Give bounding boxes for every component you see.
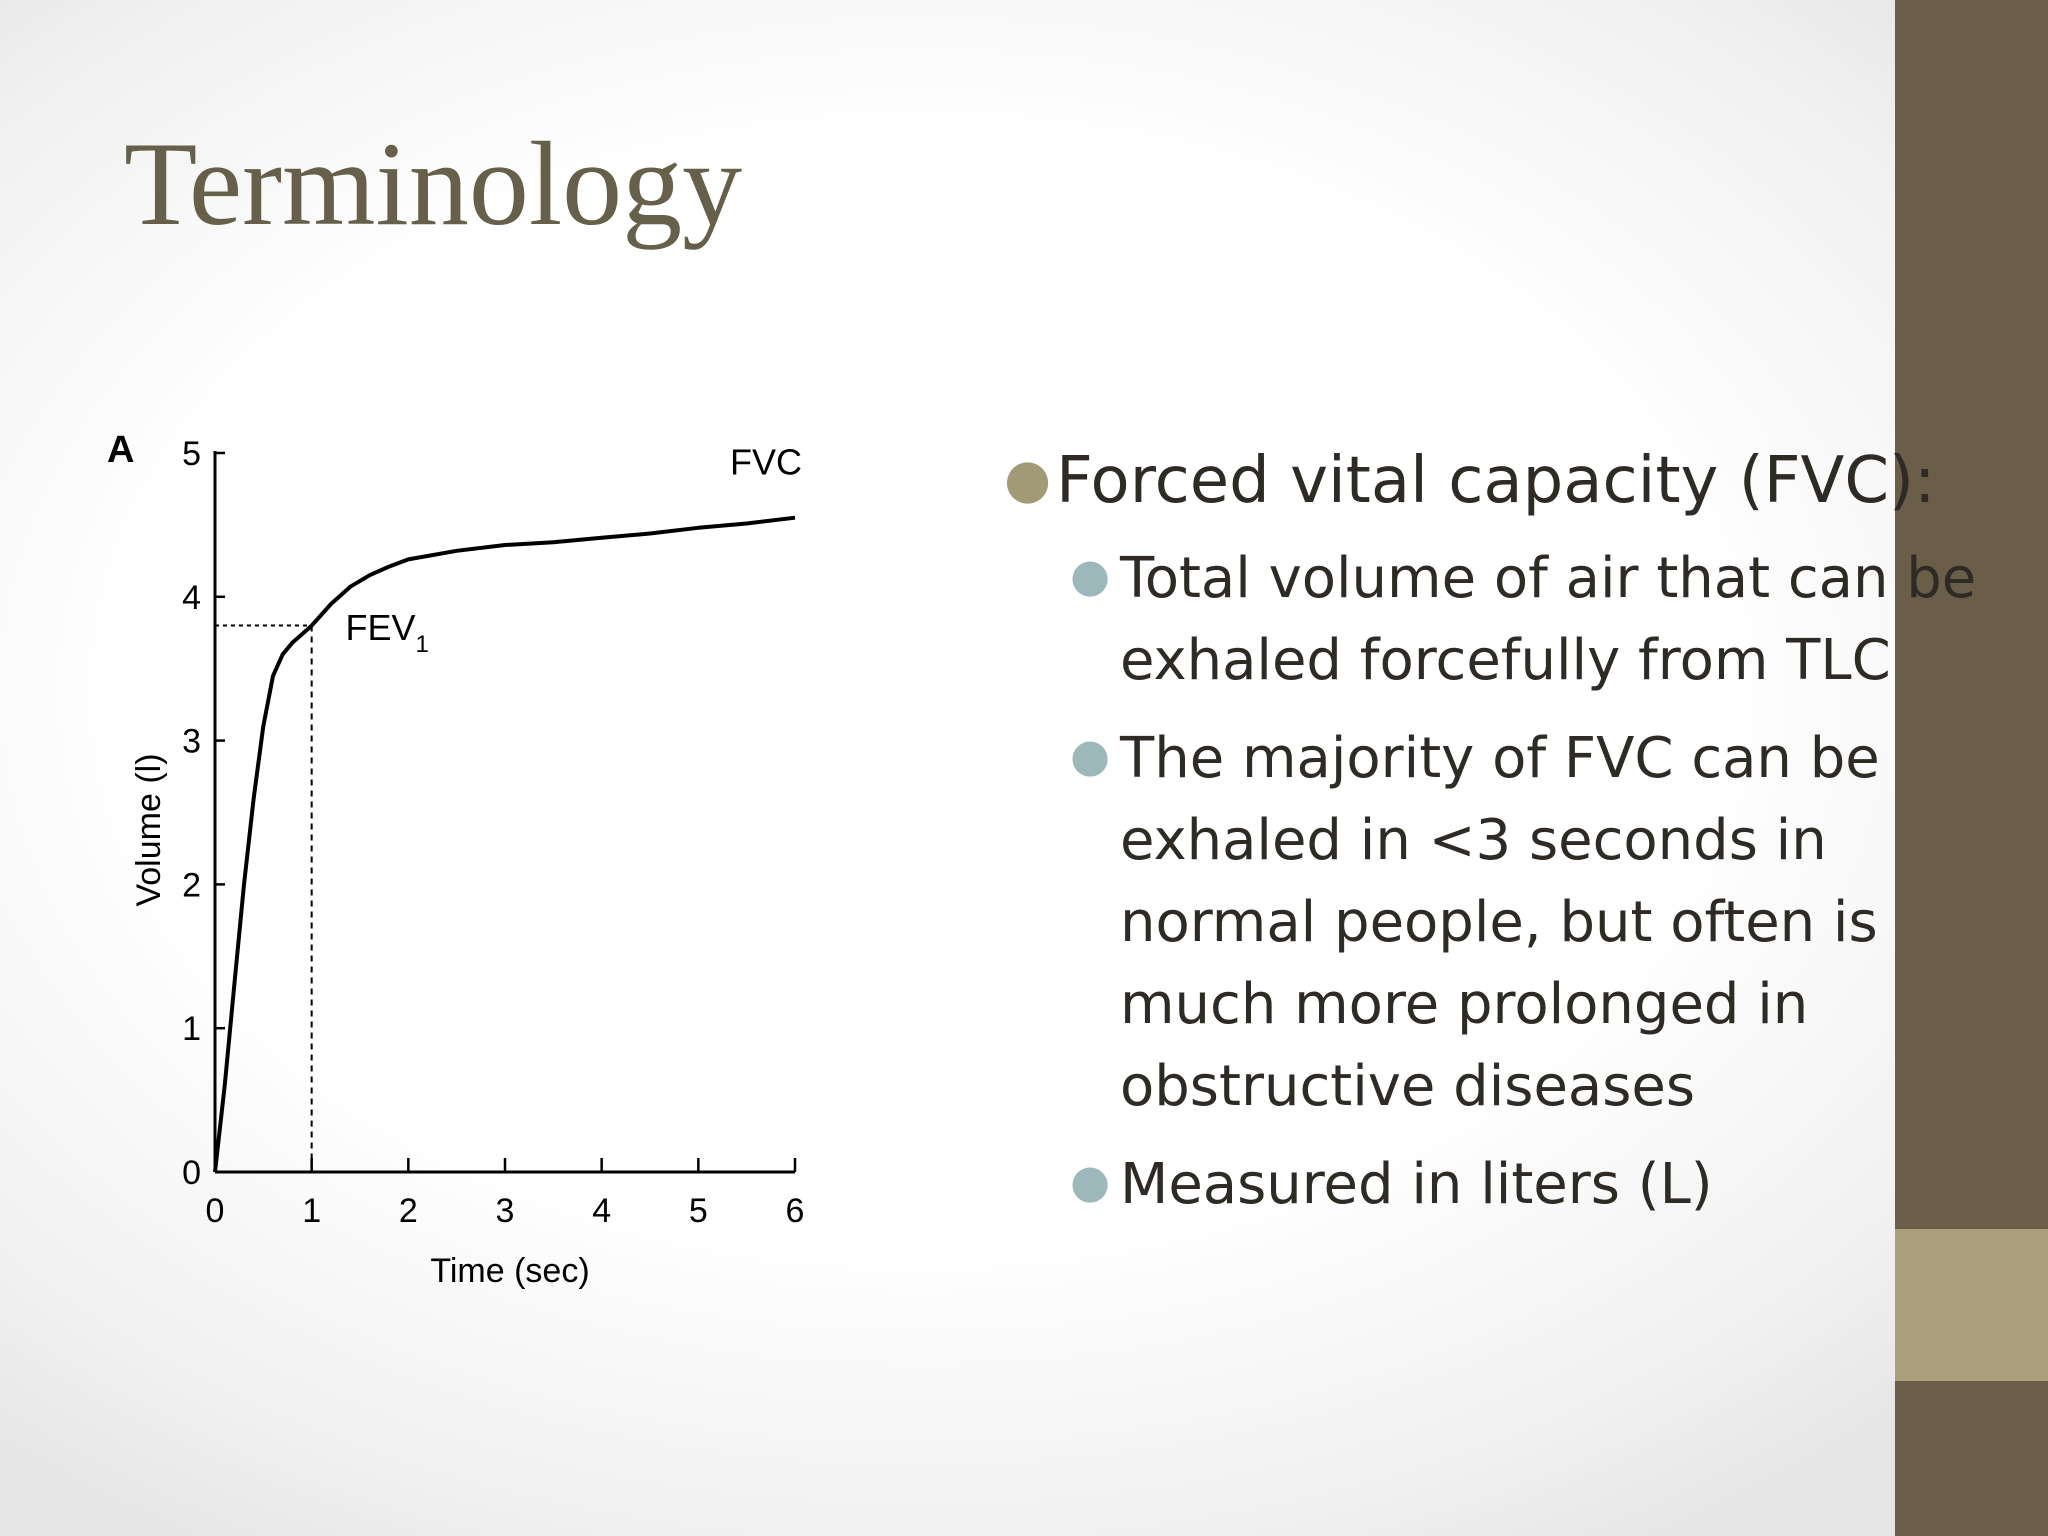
x-tick-label: 4 [592,1192,611,1230]
sub-bullet-text: Total volume of air that can be exhaled … [1120,546,1977,693]
y-tick-label: 3 [182,723,201,761]
bullet-fvc-text: Forced vital capacity (FVC): [1056,444,1936,518]
annotation-fvc: FVC [730,442,802,483]
x-tick-label: 2 [399,1192,418,1230]
y-tick-label: 1 [182,1010,201,1048]
sub-bullet-total-volume: ● Total volume of air that can be exhale… [1066,538,2030,702]
annotation-subscript: 1 [416,631,429,658]
sub-bullet-measured: ● Measured in liters (L) [1066,1144,2030,1226]
bullet-dot: ● [1004,447,1052,510]
x-tick-label: 1 [302,1192,321,1230]
volume-time-curve [213,515,796,1173]
y-tick-label: 4 [182,579,201,617]
side-accent-block [1895,1229,2048,1381]
bullet-fvc: ● Forced vital capacity (FVC): [1000,440,2030,522]
x-axis-title: Time (sec) [430,1252,589,1290]
sub-bullet-dot: ● [1070,548,1111,602]
y-axis-title: Volume (l) [130,753,168,906]
sub-bullet-majority: ● The majority of FVC can be exhaled in … [1066,718,2030,1128]
sub-bullet-text: Measured in liters (L) [1120,1152,1713,1217]
plot-area: 0 1 2 3 4 5 0 1 2 3 4 5 6 FVC FEV1 [182,435,804,1230]
y-tick-label: 2 [182,866,201,904]
x-tick-label: 0 [206,1192,225,1230]
panel-label: A [107,429,134,471]
y-tick-label: 0 [182,1154,201,1192]
bullet-list: ● Forced vital capacity (FVC): ● Total v… [1000,440,2030,1242]
x-tick-label: 5 [689,1192,708,1230]
x-tick-label: 3 [496,1192,515,1230]
slide-title: Terminology [124,117,743,250]
x-tick-label: 6 [786,1192,805,1230]
spirometry-chart: A Volume (l) Time (sec) 0 1 2 3 4 5 0 1 2 3 4 5 6 FVC… [107,429,804,1290]
sub-bullet-text: The majority of FVC can be exhaled in <3… [1120,726,1880,1119]
sub-bullet-dot: ● [1070,1154,1111,1208]
y-tick-label: 5 [182,435,201,473]
annotation-fev: FEV1 [346,607,429,658]
sub-bullet-dot: ● [1070,728,1111,782]
